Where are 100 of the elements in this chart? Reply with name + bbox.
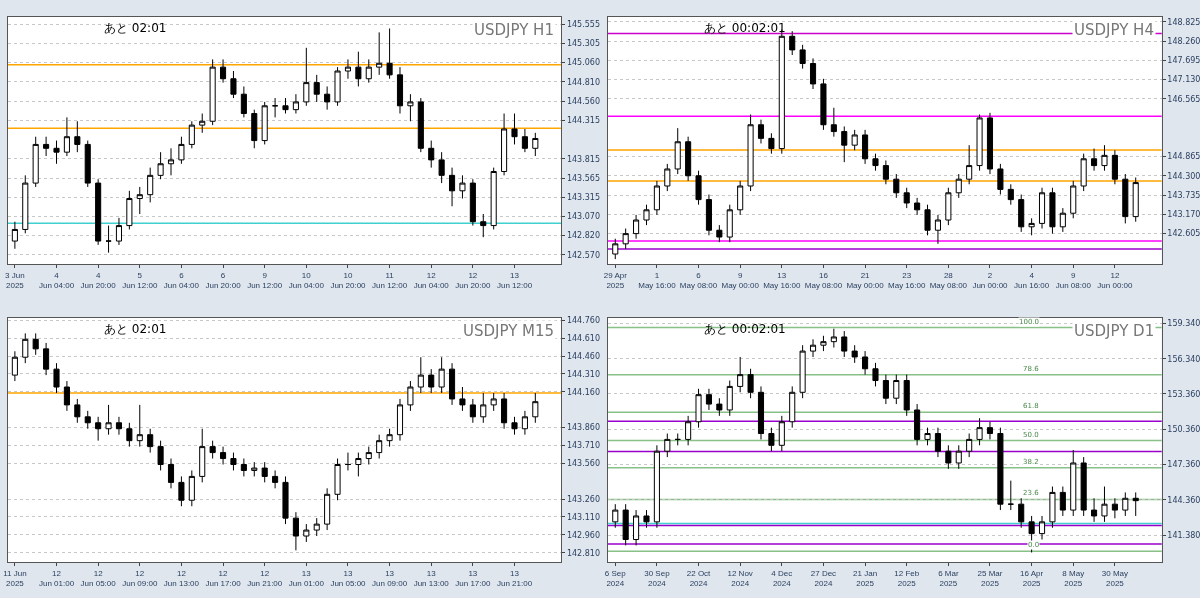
candlestick [459, 174, 466, 200]
x-tick-label: 13 Jun 12:00 [496, 270, 533, 291]
candlestick [209, 440, 216, 460]
y-tick-label: 142.810 [566, 548, 601, 558]
candlestick [438, 356, 445, 394]
candlestick [1132, 491, 1139, 517]
x-tick-label: 21 May 00:00 [846, 270, 885, 291]
y-tick-label: 142.960 [566, 530, 601, 540]
candlestick [1111, 149, 1118, 185]
candlestick [643, 509, 650, 529]
candlestick [1122, 491, 1129, 517]
x-tick-label: 13 May 16:00 [763, 270, 802, 291]
candlestick [1101, 486, 1108, 523]
candlestick [74, 120, 81, 153]
x-tick-label: 1 May 16:00 [638, 270, 677, 291]
candlestick [685, 136, 692, 182]
candlestick [115, 217, 123, 246]
candlestick [976, 114, 983, 172]
candlestick [705, 388, 712, 411]
candlestick [480, 213, 487, 238]
candlestick [220, 446, 227, 465]
candlestick [893, 173, 900, 199]
y-tick-label: 144.310 [566, 369, 601, 379]
x-tick-label: 6 Sep 2024 [604, 568, 627, 589]
candlestick [1007, 480, 1014, 511]
candlestick [945, 187, 952, 226]
y-tick-label: 150.360 [1167, 425, 1200, 435]
candlestick [862, 350, 869, 376]
candlestick [726, 380, 733, 417]
y-tick-label: 144.460 [566, 351, 601, 361]
candlestick [997, 163, 1004, 195]
candlestick [1070, 180, 1077, 219]
x-tick-label: 25 Mar 2025 [977, 568, 1003, 589]
y-tick-label: 153.360 [1167, 389, 1200, 399]
candlestick [157, 151, 164, 180]
candlestick [220, 58, 227, 84]
y-tick-label: 148.825 [1167, 17, 1200, 27]
y-tick-label: 144.865 [1167, 152, 1200, 162]
candlestick [521, 128, 528, 153]
candlestick [282, 475, 289, 525]
candlestick [882, 374, 889, 405]
candlestick [757, 385, 765, 440]
candlestick [355, 51, 362, 87]
x-tick-label: 4 Jun 16:00 [1014, 270, 1050, 291]
candlestick [303, 47, 310, 107]
candlestick [105, 225, 112, 254]
candlestick [1091, 497, 1098, 523]
candlestick [1028, 217, 1035, 236]
candlestick [428, 140, 435, 169]
candlestick [1038, 515, 1046, 541]
candlestick [674, 127, 681, 175]
candlestick [747, 114, 754, 192]
candlestick [188, 120, 195, 149]
x-tick-label: 12 Jun 21:00 [247, 568, 283, 589]
candlestick [778, 415, 785, 452]
x-tick-label: 4 Jun 20:00 [80, 270, 117, 291]
candlestick [324, 85, 331, 111]
candlestick [1091, 148, 1098, 172]
candlestick [1007, 183, 1014, 206]
candlestick [417, 356, 424, 394]
y-tick-label: 141.380 [1167, 530, 1200, 540]
chart-title: USDJPY M15 [463, 322, 555, 340]
candlestick [355, 452, 362, 477]
candlestick [43, 136, 50, 157]
x-tick-label: 12 Jun 05:00 [80, 568, 117, 589]
annotation: あと 00:02:01 [704, 322, 786, 336]
candlestick [199, 113, 206, 134]
candlestick [893, 374, 900, 405]
candlestick [261, 461, 268, 483]
x-tick-label: 28 May 08:00 [929, 270, 968, 291]
x-tick-label: 6 Jun 20:00 [205, 270, 242, 291]
x-tick-label: 12 Jun 13:00 [163, 568, 200, 589]
y-tick-label: 147.360 [1167, 460, 1200, 470]
candlestick [22, 174, 29, 234]
candlestick [695, 170, 702, 206]
candlestick [126, 190, 133, 230]
candlestick [240, 458, 247, 477]
candlestick [230, 452, 237, 471]
y-tick-label: 143.710 [566, 441, 601, 451]
candlestick [136, 186, 143, 215]
candlestick [84, 410, 91, 430]
y-tick-label: 144.315 [566, 115, 601, 125]
candlestick [768, 132, 775, 155]
candlestick [32, 136, 39, 188]
x-tick-label: 12 Jun 01:00 [38, 568, 75, 589]
candlestick [664, 163, 671, 192]
candlestick [469, 178, 476, 227]
candlestick [1132, 176, 1139, 223]
candlestick [664, 433, 671, 458]
y-tick-label: 147.695 [1167, 56, 1200, 66]
candlestick [344, 58, 352, 80]
candlestick [396, 398, 404, 442]
candlestick [438, 151, 445, 184]
candlestick [365, 446, 372, 465]
candlestick [53, 140, 60, 165]
y-tick-label: 143.565 [566, 173, 601, 183]
candlestick [63, 380, 70, 412]
y-tick-label: 144.760 [566, 316, 601, 326]
candlestick [955, 173, 962, 199]
candlestick [95, 416, 102, 442]
